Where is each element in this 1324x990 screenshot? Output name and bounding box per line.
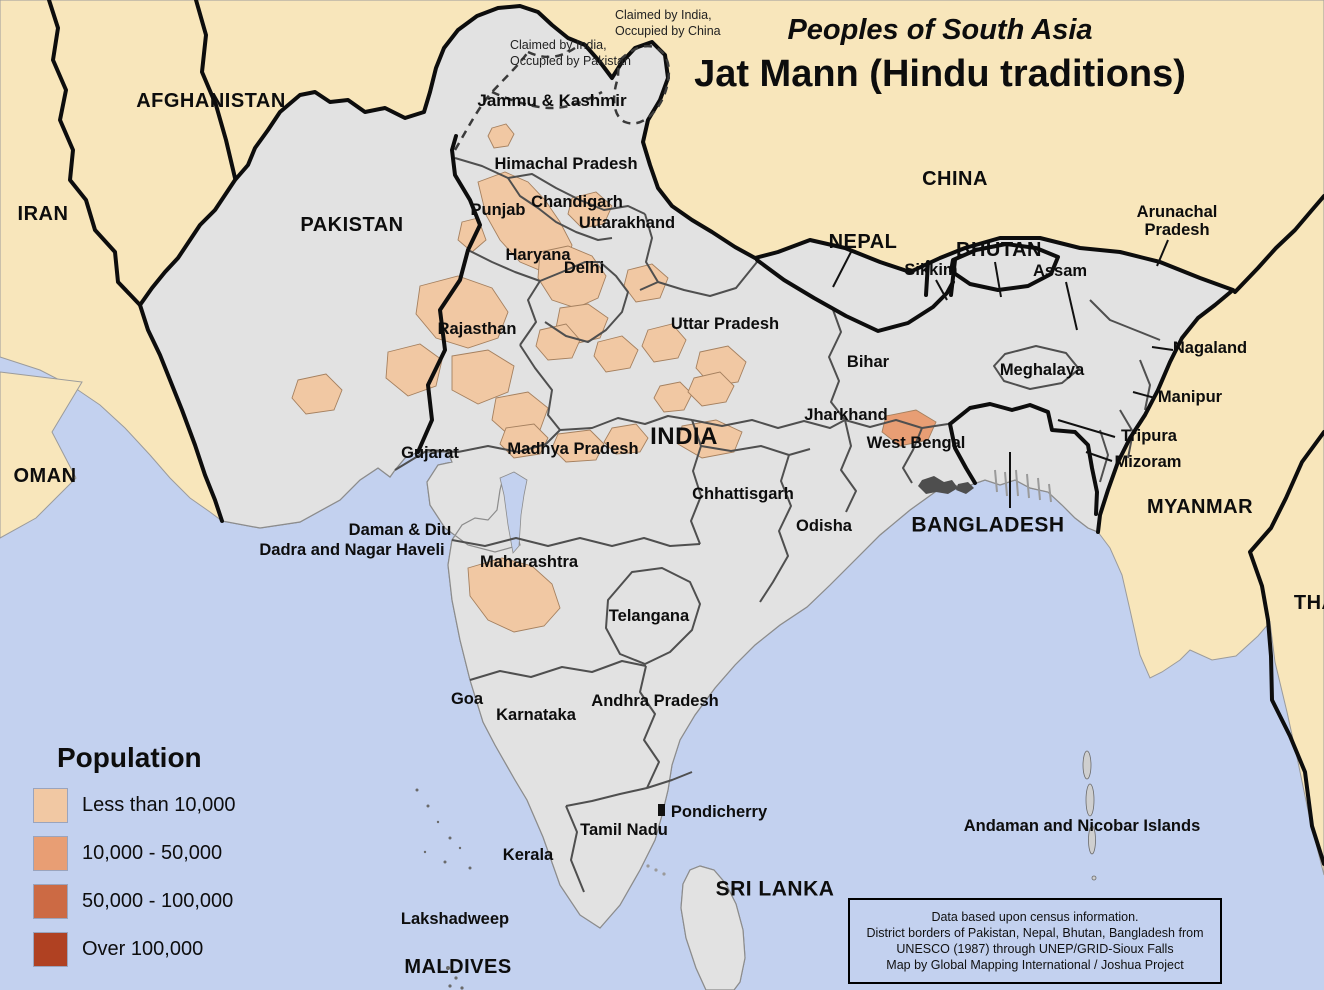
gulf-of-khambhat: [499, 471, 528, 554]
credits-line: District borders of Pakistan, Nepal, Bhu…: [866, 925, 1204, 940]
credits-line: UNESCO (1987) through UNEP/GRID-Sioux Fa…: [896, 942, 1174, 956]
sundarbans-delta: [918, 469, 1052, 503]
legend-swatch-10k-50k: [33, 836, 68, 871]
pointer-lines: [832, 239, 1174, 508]
legend-label: Less than 10,000: [82, 794, 236, 816]
legend-label: 50,000 - 100,000: [82, 890, 234, 912]
page-title: Jat Mann (Hindu traditions): [694, 53, 1186, 95]
credits-line: Map by Global Mapping International / Jo…: [886, 958, 1184, 973]
population-legend: Population Less than 10,000 10,000 - 50,…: [33, 742, 235, 980]
legend-title: Population: [57, 742, 202, 773]
map-title-block: Peoples of South Asia Jat Mann (Hindu tr…: [690, 14, 1190, 96]
legend-item: Over 100,000: [33, 932, 235, 967]
pondicherry-marker: [658, 804, 665, 816]
legend-item: 50,000 - 100,000: [33, 884, 235, 919]
legend-swatch-50k-100k: [33, 884, 68, 919]
legend-label: 10,000 - 50,000: [82, 842, 223, 864]
maldives-islands: [446, 966, 464, 990]
oman-land: [0, 371, 83, 539]
map-series-title: Peoples of South Asia: [787, 14, 1093, 46]
legend-item: 10,000 - 50,000: [33, 836, 235, 871]
credits-box: Data based upon census information. Dist…: [848, 898, 1222, 984]
rameswaram-chain: [646, 864, 666, 876]
legend-swatch-lt-10k: [33, 788, 68, 823]
lakshadweep-islands: [415, 788, 472, 870]
legend-item: Less than 10,000: [33, 788, 235, 823]
state-borders: [394, 157, 1161, 893]
credits-line: Data based upon census information.: [931, 909, 1139, 924]
country-borders: [47, 0, 1324, 866]
kashmir-dashed-lines: [453, 44, 671, 151]
legend-label: Over 100,000: [82, 938, 204, 960]
legend-swatch-over-100k: [33, 932, 68, 967]
